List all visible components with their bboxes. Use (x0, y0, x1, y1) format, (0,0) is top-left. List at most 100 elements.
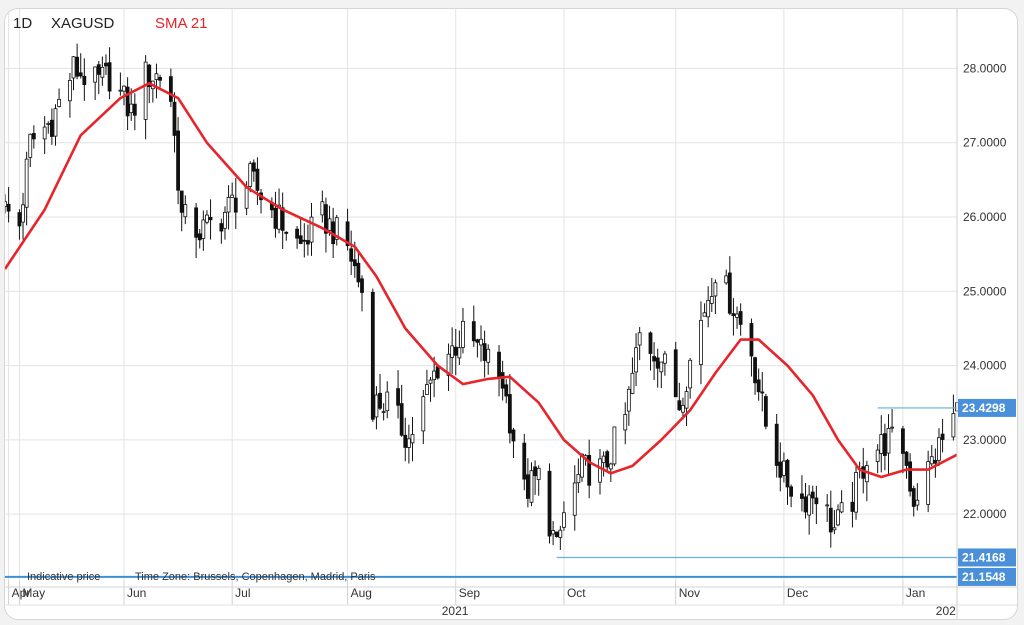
candle-body-up (915, 499, 920, 506)
candle-body-up (100, 66, 105, 78)
candle-body-down (522, 442, 527, 480)
candle (403, 417, 408, 462)
x-tick-label: Nov (679, 586, 700, 600)
candle (598, 448, 602, 495)
candle-body-down (306, 240, 310, 245)
candle-body-down (507, 394, 512, 434)
candle-body-up (659, 361, 664, 373)
indicator-label[interactable]: SMA 21 (155, 15, 208, 32)
candle (529, 462, 534, 507)
candle (143, 55, 148, 140)
candle-body-down (760, 391, 765, 394)
candle-body-up (890, 426, 894, 429)
candle-body-up (201, 219, 206, 239)
candle (183, 195, 188, 225)
candle (760, 371, 765, 412)
symbol-label[interactable]: XAGUSD (51, 15, 115, 32)
timezone-note: Time Zone: Brussels, Copenhagen, Madrid,… (135, 571, 376, 583)
candle-body-up (551, 530, 556, 535)
candle-body-up (529, 470, 534, 503)
candle-body-down (82, 75, 87, 86)
candle-body-up (327, 218, 332, 231)
candle-body-down (280, 207, 285, 231)
candle (93, 66, 98, 100)
candle (450, 327, 455, 374)
level-label: 21.4168 (962, 550, 1006, 564)
candle-body-down (403, 434, 408, 448)
candle-body-down (648, 332, 653, 354)
candle (306, 224, 310, 256)
candle (832, 510, 837, 535)
candle-body-down (850, 501, 855, 512)
timeframe-label[interactable]: 1D (13, 15, 33, 32)
candle (554, 531, 559, 538)
candle (731, 298, 736, 336)
candle (626, 386, 631, 426)
candle (825, 494, 830, 522)
candle (587, 439, 592, 499)
candle-body-up (334, 217, 339, 240)
candle (158, 74, 162, 88)
candle-body-down (727, 272, 732, 314)
candle-body-up (450, 345, 455, 358)
candle-body-up (608, 463, 613, 470)
candle-body-up (428, 379, 433, 384)
candle (320, 190, 325, 223)
candle (879, 415, 884, 473)
candle-body-down (78, 72, 83, 77)
candle (684, 386, 689, 426)
candle (31, 125, 36, 149)
candle-body-down (435, 366, 440, 379)
candle-body-down (17, 212, 22, 227)
candle-body-up (143, 61, 148, 120)
candle-body-up (42, 126, 47, 140)
candle-body-up (558, 529, 563, 538)
candle-body-up (951, 413, 956, 438)
candle (226, 185, 231, 230)
candle (75, 43, 80, 80)
candle-body-up (223, 212, 227, 229)
candle-body-up (626, 388, 631, 412)
x-tick-label: Apr (12, 586, 31, 600)
candle (71, 56, 76, 91)
candle-body-up (205, 214, 209, 223)
candle-body-up (886, 428, 891, 454)
candle-body-down (273, 207, 278, 229)
candle (875, 444, 880, 474)
candle-body-down (176, 130, 180, 191)
candle-body-up (562, 512, 566, 528)
grid (5, 9, 957, 581)
price-chart[interactable]: 23.4298 21.4168 21.1548 22.0000 23.0000 24.0… (5, 9, 1017, 619)
candle-body-down (756, 379, 761, 393)
candle-body-down (500, 372, 505, 389)
candle-body-up (226, 196, 231, 213)
level-badge (958, 548, 1016, 567)
candle (6, 187, 11, 223)
candle-body-down (605, 451, 610, 468)
candle-body-up (702, 312, 707, 317)
candle (53, 104, 58, 146)
candle (612, 426, 617, 467)
candle-body-down (345, 221, 350, 247)
candle-body-down (360, 278, 364, 293)
candle (547, 463, 552, 544)
candle-body-down (370, 291, 375, 420)
candle (309, 202, 314, 256)
candle (5, 194, 7, 214)
candle-body-down (789, 486, 794, 497)
candle (814, 485, 819, 525)
candle-body-down (284, 231, 289, 234)
y-tick-label: 25.0000 (963, 284, 1007, 298)
candle (168, 68, 173, 108)
candle-body-down (911, 488, 916, 507)
candle-body-up (807, 494, 812, 516)
year-label: 202 (936, 604, 956, 618)
candle-body-down (352, 259, 357, 267)
candle (269, 197, 274, 219)
candle (479, 325, 483, 362)
candle-body-up (879, 434, 884, 454)
candle (634, 333, 638, 386)
candle-body-down (731, 313, 736, 317)
candle-body-up (24, 158, 29, 208)
candle-body-down (208, 217, 213, 221)
